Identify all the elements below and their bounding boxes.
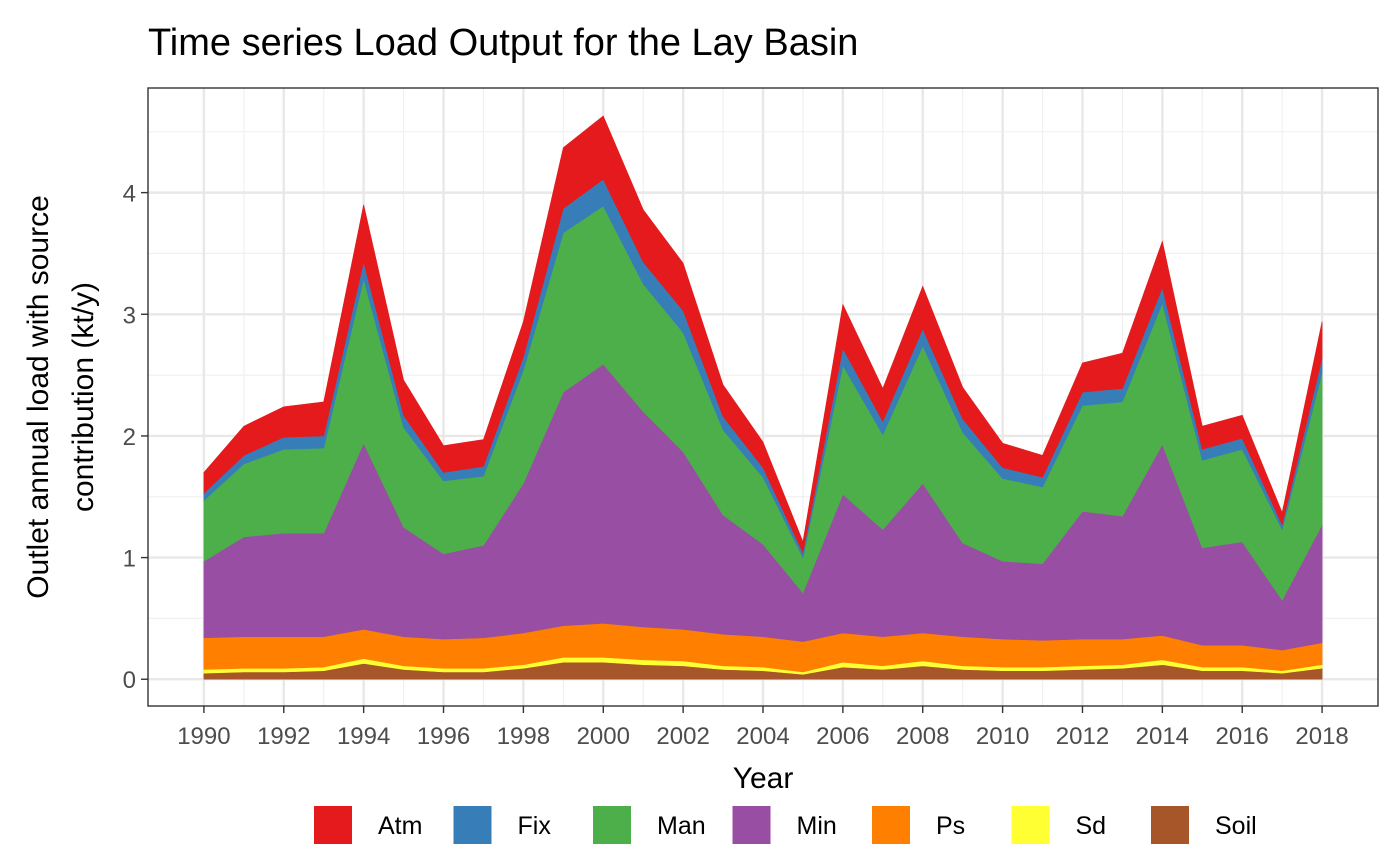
legend-item-atm: Atm bbox=[314, 806, 422, 844]
x-tick-label: 1990 bbox=[177, 723, 230, 750]
x-tick-label: 1998 bbox=[497, 723, 550, 750]
x-tick-label: 2018 bbox=[1295, 723, 1348, 750]
x-tick-label: 2002 bbox=[656, 723, 709, 750]
y-axis-title-line-1: Outlet annual load with source bbox=[22, 195, 55, 599]
legend-swatch bbox=[314, 806, 352, 844]
legend-swatch bbox=[1011, 806, 1050, 844]
x-axis: 1990 1992 1994 1996 1998 2000 2002 2004 2006 2008… bbox=[177, 706, 1349, 750]
legend-item-ps: Ps bbox=[872, 806, 965, 844]
area-atm bbox=[203, 115, 1323, 554]
y-axis-title-line-2: contribution (kt/y) bbox=[67, 282, 100, 512]
x-tick-label: 2012 bbox=[1056, 723, 1109, 750]
legend-label: Ps bbox=[936, 812, 965, 840]
legend-swatch bbox=[872, 806, 910, 844]
x-tick-label: 2016 bbox=[1216, 723, 1269, 750]
x-tick-label: 2014 bbox=[1136, 723, 1189, 750]
x-tick-label: 2004 bbox=[736, 723, 789, 750]
x-tick-label: 1992 bbox=[257, 723, 310, 750]
y-tick-label: 3 bbox=[123, 302, 136, 329]
legend-label: Sd bbox=[1076, 812, 1107, 840]
legend-label: Soil bbox=[1215, 812, 1257, 840]
legend-swatch bbox=[1151, 806, 1189, 844]
legend-swatch bbox=[732, 806, 771, 844]
x-tick-label: 2000 bbox=[577, 723, 630, 750]
x-tick-label: 2008 bbox=[896, 723, 949, 750]
legend-swatch bbox=[593, 806, 631, 844]
y-tick-label: 4 bbox=[123, 181, 136, 208]
y-axis: 0 1 2 3 4 bbox=[123, 181, 148, 694]
legend-label: Min bbox=[797, 812, 837, 840]
legend-item-sd: Sd bbox=[1011, 806, 1107, 844]
x-tick-label: 1994 bbox=[337, 723, 390, 750]
legend-item-soil: Soil bbox=[1151, 806, 1257, 844]
x-axis-title: Year bbox=[733, 762, 794, 795]
legend-item-fix: Fix bbox=[453, 806, 552, 844]
x-tick-label: 2010 bbox=[976, 723, 1029, 750]
y-tick-label: 1 bbox=[123, 546, 136, 573]
stacked-areas bbox=[203, 115, 1323, 680]
legend-item-man: Man bbox=[593, 806, 706, 844]
y-tick-label: 2 bbox=[123, 424, 136, 451]
legend-label: Atm bbox=[378, 812, 422, 840]
legend-label: Fix bbox=[518, 812, 552, 840]
chart-title: Time series Load Output for the Lay Basi… bbox=[148, 22, 858, 64]
y-tick-label: 0 bbox=[123, 667, 136, 694]
y-axis-title: Outlet annual load with source contribut… bbox=[22, 195, 100, 599]
x-tick-label: 2006 bbox=[816, 723, 869, 750]
legend-item-min: Min bbox=[732, 806, 837, 844]
legend-label: Man bbox=[657, 812, 706, 840]
legend: Atm Fix Man Min Ps Sd Soil bbox=[314, 806, 1257, 844]
x-tick-label: 1996 bbox=[417, 723, 470, 750]
legend-swatch bbox=[453, 806, 492, 844]
